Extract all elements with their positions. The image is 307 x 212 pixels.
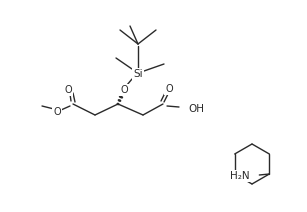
- Text: H₂N: H₂N: [230, 171, 249, 181]
- Text: O: O: [64, 85, 72, 95]
- Text: OH: OH: [188, 104, 204, 114]
- Text: O: O: [120, 85, 128, 95]
- Text: O: O: [165, 84, 173, 94]
- Text: O: O: [53, 107, 61, 117]
- Text: Si: Si: [133, 69, 143, 79]
